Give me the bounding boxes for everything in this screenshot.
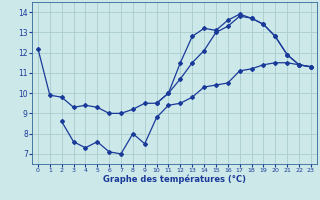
X-axis label: Graphe des températures (°C): Graphe des températures (°C) [103,175,246,184]
